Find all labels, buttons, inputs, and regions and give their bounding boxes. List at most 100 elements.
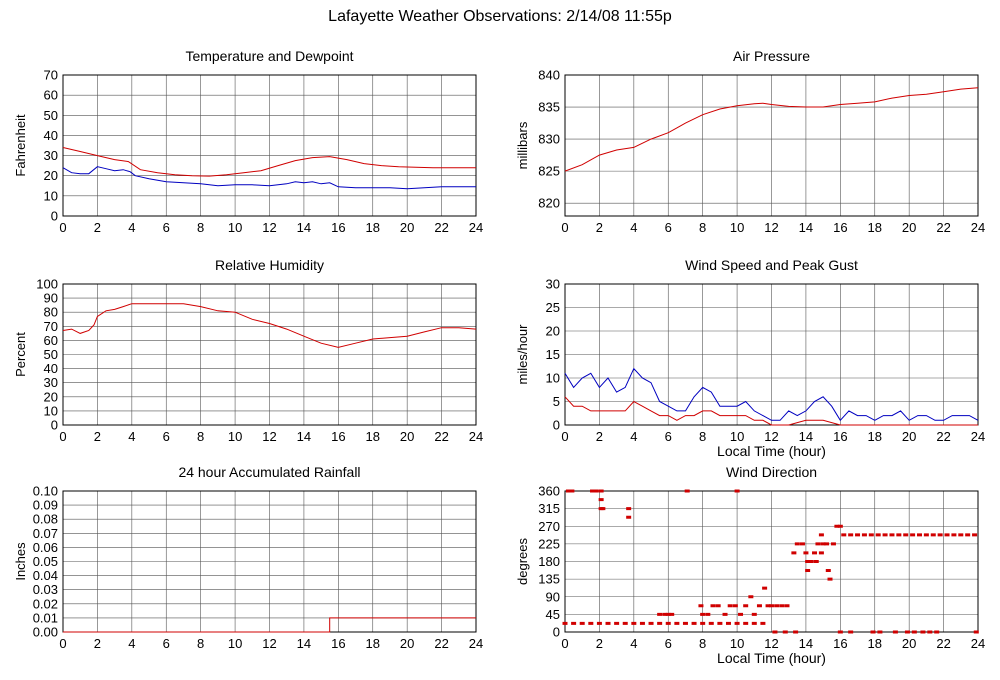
- y-tick-label: 45: [546, 607, 560, 622]
- scatter-point: [593, 489, 599, 493]
- scatter-point: [799, 542, 805, 546]
- plot-frame: [564, 74, 979, 217]
- series-line-1: [564, 396, 978, 426]
- page-title: Lafayette Weather Observations: 2/14/08 …: [328, 8, 672, 25]
- y-tick-label: 0: [51, 418, 58, 433]
- scatter-point: [562, 621, 568, 625]
- scatter-point: [743, 621, 749, 625]
- scatter-point: [923, 533, 929, 537]
- x-tick-label: 0: [561, 429, 568, 444]
- x-tick-label: 12: [262, 429, 276, 444]
- x-tick-label: 2: [596, 220, 603, 235]
- scatter-point: [682, 621, 688, 625]
- y-axis-label: Inches: [13, 542, 28, 581]
- x-tick-label: 6: [665, 636, 672, 651]
- plot-frame: [564, 490, 979, 633]
- y-tick-label: 315: [538, 501, 560, 516]
- x-tick-label: 4: [630, 636, 637, 651]
- y-tick-label: 25: [546, 300, 560, 315]
- scatter-point: [605, 621, 611, 625]
- y-tick-label: 0.05: [33, 554, 58, 569]
- x-tick-label: 24: [469, 636, 483, 651]
- x-tick-label: 12: [262, 636, 276, 651]
- scatter-point: [805, 569, 811, 573]
- scatter-point: [818, 551, 824, 555]
- y-tick-label: 835: [538, 100, 560, 115]
- y-tick-label: 80: [44, 305, 58, 320]
- scatter-point: [743, 604, 749, 608]
- y-tick-label: 15: [546, 347, 560, 362]
- direction-chart: 0 2 4 6 8 10 12 14 16 18 20 22 240459013518022527031…: [515, 464, 985, 666]
- y-tick-label: 180: [538, 554, 560, 569]
- x-tick-label: 0: [561, 220, 568, 235]
- y-tick-label: 225: [538, 536, 560, 551]
- scatter-point: [837, 524, 843, 528]
- scatter-point: [738, 612, 744, 616]
- scatter-point: [818, 533, 824, 537]
- x-tick-label: 6: [665, 429, 672, 444]
- scatter-point: [791, 551, 797, 555]
- rain-chart: 0 2 4 6 8 10 12 14 16 18 20 22 240.000.010.020.030.0…: [13, 464, 483, 651]
- y-tick-label: 20: [546, 324, 560, 339]
- y-tick-label: 830: [538, 132, 560, 147]
- scatter-point: [824, 542, 830, 546]
- x-tick-label: 4: [128, 636, 135, 651]
- x-tick-label: 2: [596, 429, 603, 444]
- x-tick-label: 16: [331, 429, 345, 444]
- series-line-0: [564, 87, 979, 172]
- x-tick-label: 22: [434, 429, 448, 444]
- y-tick-label: 10: [44, 188, 58, 203]
- scatter-point: [875, 533, 881, 537]
- x-tick-label: 24: [971, 220, 985, 235]
- y-tick-label: 60: [44, 333, 58, 348]
- y-tick-label: 90: [44, 291, 58, 306]
- scatter-point: [571, 621, 577, 625]
- x-tick-label: 18: [868, 429, 882, 444]
- x-tick-label: 8: [699, 429, 706, 444]
- scatter-point: [734, 489, 740, 493]
- scatter-point: [889, 533, 895, 537]
- series-line-0: [62, 303, 477, 348]
- x-tick-label: 24: [971, 429, 985, 444]
- x-tick-label: 24: [469, 429, 483, 444]
- y-tick-label: 0: [553, 625, 560, 640]
- scatter-point: [614, 621, 620, 625]
- scatter-point: [710, 604, 716, 608]
- y-tick-label: 0: [553, 418, 560, 433]
- scatter-point: [674, 621, 680, 625]
- scatter-point: [934, 630, 940, 634]
- scatter-point: [848, 533, 854, 537]
- scatter-point: [684, 489, 690, 493]
- y-tick-label: 825: [538, 164, 560, 179]
- scatter-point: [803, 551, 809, 555]
- x-tick-label: 18: [366, 429, 380, 444]
- y-tick-label: 40: [44, 128, 58, 143]
- x-axis-label: Local Time (hour): [717, 443, 826, 459]
- scatter-point: [648, 621, 654, 625]
- scatter-point: [626, 507, 632, 511]
- scatter-point: [751, 621, 757, 625]
- scatter-point: [717, 621, 723, 625]
- scatter-point: [705, 612, 711, 616]
- x-tick-label: 12: [764, 636, 778, 651]
- scatter-point: [868, 533, 874, 537]
- y-tick-label: 0.01: [33, 610, 58, 625]
- scatter-point: [848, 630, 854, 634]
- plot-frame: [62, 283, 477, 426]
- x-tick-label: 18: [366, 220, 380, 235]
- x-tick-label: 0: [59, 429, 66, 444]
- x-tick-label: 2: [94, 636, 101, 651]
- x-tick-label: 22: [936, 429, 950, 444]
- x-tick-label: 24: [469, 220, 483, 235]
- scatter-point: [972, 533, 978, 537]
- scatter-point: [756, 604, 762, 608]
- y-tick-label: 20: [44, 168, 58, 183]
- y-tick-label: 820: [538, 196, 560, 211]
- scatter-point: [834, 524, 840, 528]
- chart-title: Air Pressure: [733, 48, 810, 64]
- scatter-point: [812, 551, 818, 555]
- scatter-point: [870, 630, 876, 634]
- x-tick-label: 18: [868, 220, 882, 235]
- x-axis-label: Local Time (hour): [717, 650, 826, 666]
- x-tick-label: 4: [128, 429, 135, 444]
